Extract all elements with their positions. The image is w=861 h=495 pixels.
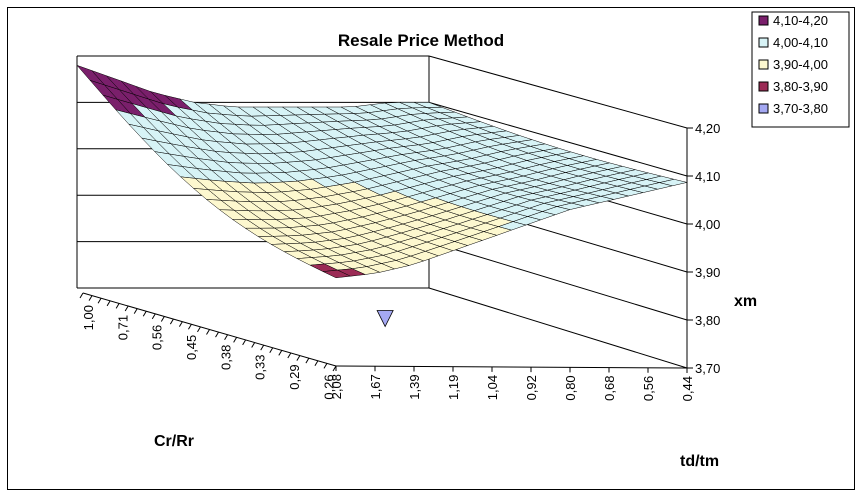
surface-mesh [76, 64, 688, 328]
y-minor-tick [323, 363, 328, 369]
x-tick-label: 1,19 [446, 375, 461, 400]
y-tick-label: 0,45 [184, 335, 199, 360]
y-tick-label: 0,29 [287, 364, 302, 389]
legend-swatch [758, 37, 769, 48]
x-tick-label: 0,56 [641, 376, 656, 401]
legend-label: 3,80-3,90 [773, 79, 828, 94]
side-grid-line [428, 241, 688, 321]
surface-minimum-cell [376, 310, 394, 328]
y-minor-tick [242, 339, 247, 346]
y-minor-tick [169, 318, 174, 325]
y-tick-label: 0,26 [321, 374, 336, 399]
surface-chart: Resale Price Method 3,70 3,80 3,90 4,00 4,10… [76, 11, 850, 470]
y-minor-tick [233, 337, 238, 343]
z-axis: 3,70 3,80 3,90 4,00 4,10 4,20 [686, 121, 720, 376]
x-tick-label: 2,08 [329, 374, 344, 399]
y-axis: 1,00 0,71 0,56 0,45 0,38 0,33 0,29 0,26 [79, 292, 337, 400]
x-tick-label: 1,04 [485, 375, 500, 400]
legend-swatch [758, 59, 769, 70]
legend-swatch [758, 15, 769, 26]
y-minor-tick [124, 305, 129, 312]
y-minor-tick [278, 350, 283, 356]
x-tick-label: 0,44 [680, 376, 695, 401]
y-tick-label: 0,38 [218, 345, 233, 370]
y-minor-tick [305, 357, 310, 364]
z-axis-title: xm [734, 293, 757, 310]
legend-swatch [758, 103, 769, 114]
y-minor-tick [197, 326, 201, 333]
x-tick-label: 0,92 [524, 375, 539, 400]
y-minor-tick [178, 321, 183, 327]
y-minor-tick [224, 334, 229, 340]
side-grid-line [428, 287, 688, 369]
z-tick-label: 4,20 [695, 121, 720, 136]
z-tick-label: 3,70 [695, 361, 720, 376]
y-tick-label: 1,00 [81, 305, 96, 330]
legend-swatch [758, 81, 769, 92]
x-axis-title: td/tm [680, 453, 719, 470]
y-minor-tick [332, 365, 337, 372]
y-minor-tick [251, 342, 256, 348]
y-minor-tick [187, 324, 192, 330]
x-tick-label: 0,80 [563, 375, 578, 400]
y-minor-tick [142, 310, 147, 317]
y-tick-label: 0,71 [115, 315, 130, 340]
y-minor-tick [296, 355, 301, 361]
z-tick-label: 4,00 [695, 217, 720, 232]
y-minor-tick [314, 360, 319, 367]
chart-area: Resale Price Method 3,70 3,80 3,90 4,00 4,10… [7, 7, 855, 490]
y-minor-tick [260, 344, 265, 351]
x-axis-line [335, 365, 688, 369]
legend-label: 4,10-4,20 [773, 13, 828, 28]
x-tick-label: 1,39 [407, 374, 422, 399]
y-minor-tick [151, 313, 156, 320]
y-minor-tick [287, 352, 292, 359]
z-tick-label: 4,10 [695, 169, 720, 184]
x-tick-label: 1,67 [368, 374, 383, 399]
legend: 4,10-4,20 4,00-4,10 3,90-4,00 3,80-3,90 3,70… [751, 11, 850, 128]
y-minor-tick [106, 300, 111, 307]
y-minor-tick [206, 329, 210, 335]
z-tick-label: 3,80 [695, 313, 720, 328]
y-minor-tick [97, 297, 102, 304]
side-grid-line [428, 101, 688, 177]
y-minor-tick [79, 292, 84, 299]
z-tick-label: 3,90 [695, 265, 720, 280]
x-tick-label: 0,68 [602, 376, 617, 401]
x-axis: 2,08 1,67 1,39 1,19 1,04 0,92 0,80 0,68 0,56 0,44 [329, 365, 695, 401]
y-minor-tick [269, 347, 274, 354]
y-axis-title: Cr/Rr [154, 433, 194, 450]
y-minor-tick [115, 303, 120, 309]
y-minor-tick [133, 308, 138, 314]
y-minor-tick [88, 295, 93, 301]
y-tick-label: 0,33 [253, 355, 268, 380]
chart-title: Resale Price Method [338, 31, 504, 50]
y-minor-tick [160, 316, 165, 322]
y-tick-label: 0,56 [150, 325, 165, 350]
y-minor-tick [215, 331, 219, 338]
legend-label: 3,90-4,00 [773, 57, 828, 72]
side-grid-line [428, 55, 688, 129]
legend-label: 4,00-4,10 [773, 35, 828, 50]
legend-label: 3,70-3,80 [773, 101, 828, 116]
